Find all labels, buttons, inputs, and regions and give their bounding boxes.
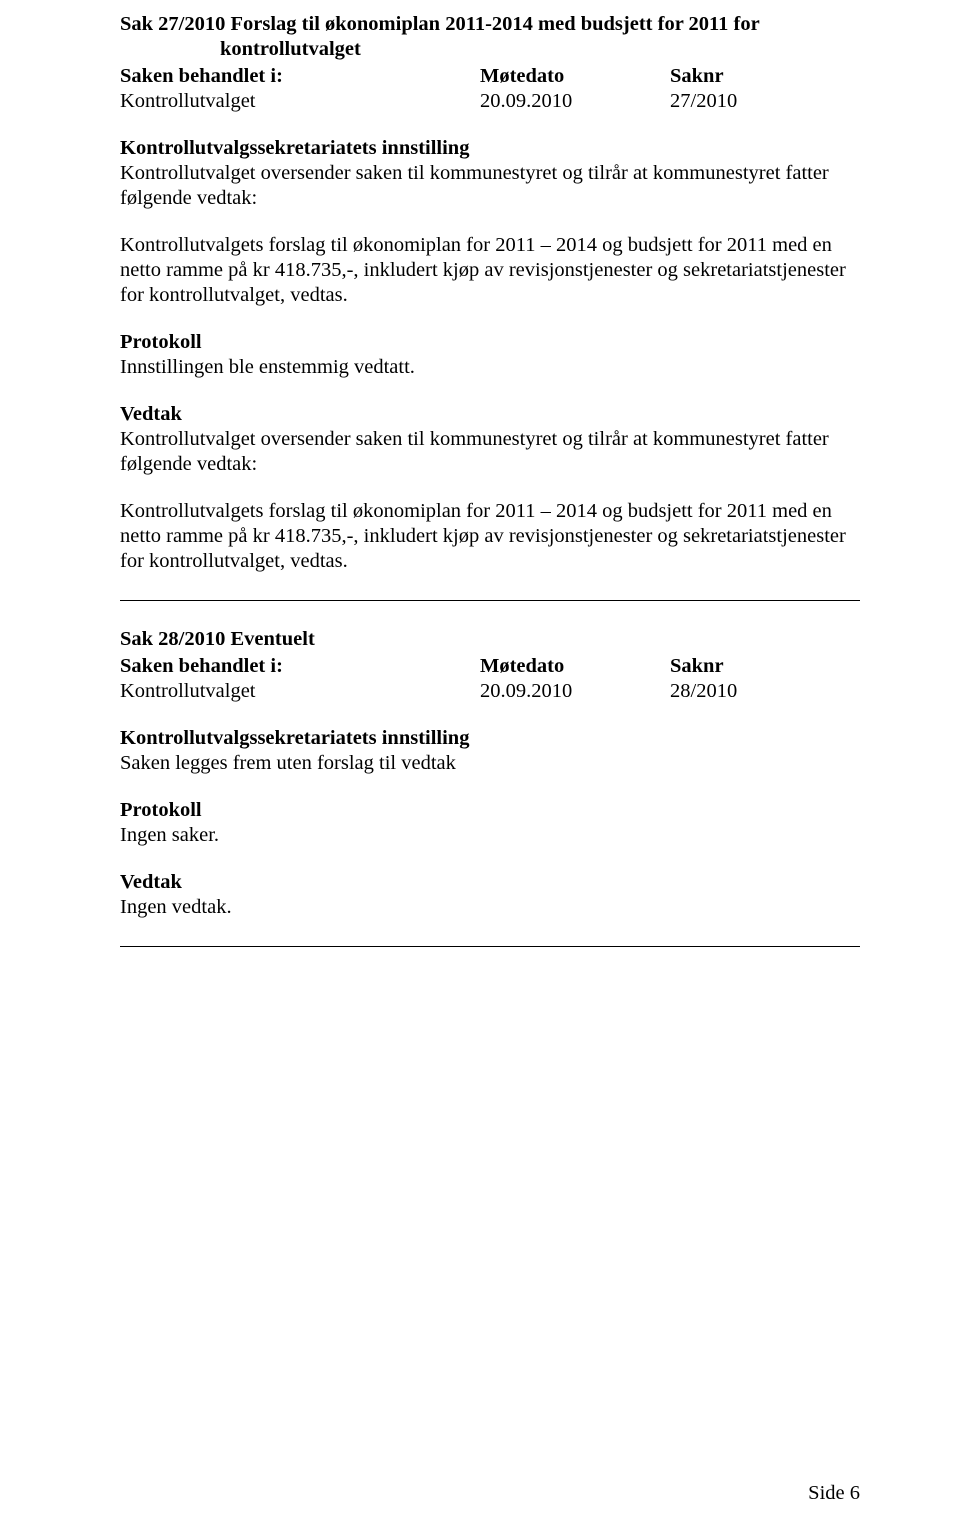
sak27-title-line2: kontrollutvalget <box>220 37 860 62</box>
sak27-protokoll-body: Innstillingen ble enstemmig vedtatt. <box>120 355 860 380</box>
sak28-innstilling-header: Kontrollutvalgssekretariatets innstillin… <box>120 726 860 751</box>
sak27-vedtak-p2: Kontrollutvalgets forslag til økonomipla… <box>120 499 860 574</box>
sak28-meta-table: Saken behandlet i: Møtedato Saknr Kontro… <box>120 654 860 704</box>
meta-value: Kontrollutvalget <box>120 679 480 704</box>
sak27-innstilling-p1: Kontrollutvalget oversender saken til ko… <box>120 161 860 211</box>
meta-header: Saknr <box>670 64 860 89</box>
meta-header: Saken behandlet i: <box>120 654 480 679</box>
meta-value: 20.09.2010 <box>480 679 670 704</box>
meta-header: Saken behandlet i: <box>120 64 480 89</box>
page-footer: Side 6 <box>808 1481 860 1506</box>
sak28-vedtak-header: Vedtak <box>120 870 860 895</box>
sak27-meta-table: Saken behandlet i: Møtedato Saknr Kontro… <box>120 64 860 114</box>
meta-value: 27/2010 <box>670 89 860 114</box>
sak27-innstilling-header: Kontrollutvalgssekretariatets innstillin… <box>120 136 860 161</box>
sak28-protokoll-body: Ingen saker. <box>120 823 860 848</box>
sak28-vedtak-body: Ingen vedtak. <box>120 895 860 920</box>
sak27-innstilling-p2: Kontrollutvalgets forslag til økonomipla… <box>120 233 860 308</box>
meta-value: 28/2010 <box>670 679 860 704</box>
sak27-protokoll-header: Protokoll <box>120 330 860 355</box>
divider <box>120 946 860 947</box>
sak27-vedtak-p1: Kontrollutvalget oversender saken til ko… <box>120 427 860 477</box>
sak27-title-line1: Sak 27/2010 Forslag til økonomiplan 2011… <box>120 12 860 37</box>
sak27-vedtak-header: Vedtak <box>120 402 860 427</box>
meta-header: Møtedato <box>480 654 670 679</box>
divider <box>120 600 860 601</box>
meta-header: Saknr <box>670 654 860 679</box>
sak28-protokoll-header: Protokoll <box>120 798 860 823</box>
meta-value: 20.09.2010 <box>480 89 670 114</box>
meta-value: Kontrollutvalget <box>120 89 480 114</box>
meta-header: Møtedato <box>480 64 670 89</box>
sak28-innstilling-body: Saken legges frem uten forslag til vedta… <box>120 751 860 776</box>
sak28-title: Sak 28/2010 Eventuelt <box>120 627 860 652</box>
